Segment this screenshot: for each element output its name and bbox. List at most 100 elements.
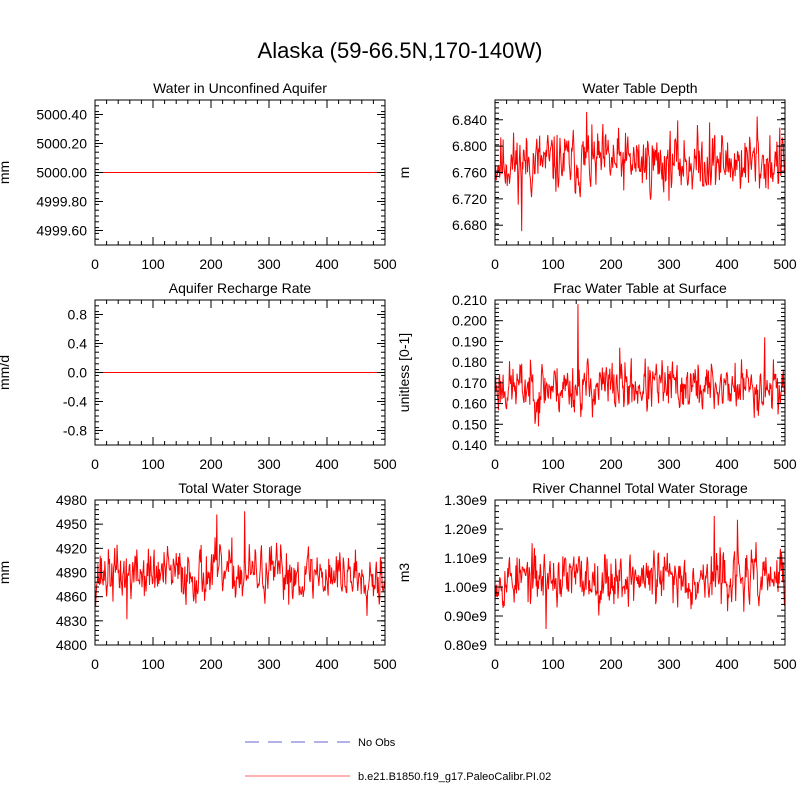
x-tick-label: 200 bbox=[599, 456, 623, 472]
series-line bbox=[495, 515, 785, 630]
y-tick-label: 0.150 bbox=[452, 416, 487, 432]
x-tick-label: 400 bbox=[715, 256, 739, 272]
y-tick-label: 0.140 bbox=[452, 437, 487, 453]
y-tick-label: 0.170 bbox=[452, 375, 487, 391]
x-tick-label: 200 bbox=[599, 256, 623, 272]
panel-title: Total Water Storage bbox=[178, 480, 301, 496]
y-tick-label: 0.200 bbox=[452, 313, 487, 329]
plot-frame bbox=[494, 299, 786, 446]
x-tick-label: 400 bbox=[715, 456, 739, 472]
x-tick-label: 200 bbox=[199, 456, 223, 472]
x-tick-label: 500 bbox=[373, 256, 397, 272]
x-tick-label: 200 bbox=[599, 656, 623, 672]
y-tick-label: 5000.00 bbox=[36, 165, 87, 181]
y-tick-label: 4980 bbox=[56, 492, 87, 508]
y-axis-label: m3 bbox=[396, 563, 412, 583]
y-tick-label: 1.20e9 bbox=[444, 521, 487, 537]
panel-title: Frac Water Table at Surface bbox=[553, 280, 727, 296]
plot-frame bbox=[494, 499, 786, 646]
series-line bbox=[95, 511, 385, 620]
x-tick-label: 200 bbox=[199, 256, 223, 272]
panel-title: River Channel Total Water Storage bbox=[532, 480, 748, 496]
y-tick-label: 4830 bbox=[56, 613, 87, 629]
y-tick-label: 4950 bbox=[56, 516, 87, 532]
x-tick-label: 500 bbox=[773, 456, 797, 472]
y-tick-label: 0.180 bbox=[452, 354, 487, 370]
x-tick-label: 500 bbox=[373, 456, 397, 472]
y-tick-label: 0.90e9 bbox=[444, 608, 487, 624]
y-tick-label: -0.8 bbox=[63, 423, 87, 439]
panel-title: Aquifer Recharge Rate bbox=[169, 280, 312, 296]
x-tick-label: 500 bbox=[773, 656, 797, 672]
x-tick-label: 0 bbox=[91, 656, 99, 672]
panel-5: Total Water Storage mm 0 100 200 300 400 500 480… bbox=[0, 480, 397, 672]
y-tick-label: 0.210 bbox=[452, 292, 487, 308]
panel-title: Water in Unconfined Aquifer bbox=[153, 80, 327, 96]
y-tick-label: 0.160 bbox=[452, 396, 487, 412]
y-axis-label: unitless [0-1] bbox=[396, 333, 412, 412]
y-tick-label: 4920 bbox=[56, 540, 87, 556]
x-tick-label: 100 bbox=[141, 256, 165, 272]
y-tick-label: 4999.60 bbox=[36, 223, 87, 239]
panel-2: Water Table Depth m 0 100 200 300 400 500 6.680 6… bbox=[396, 80, 797, 272]
y-tick-label: 6.840 bbox=[452, 112, 487, 128]
y-tick-label: 6.760 bbox=[452, 165, 487, 181]
figure-title: Alaska (59-66.5N,170-140W) bbox=[257, 38, 543, 63]
x-tick-label: 300 bbox=[657, 256, 681, 272]
x-tick-label: 0 bbox=[491, 456, 499, 472]
x-tick-label: 100 bbox=[541, 656, 565, 672]
x-tick-label: 300 bbox=[257, 456, 281, 472]
x-tick-label: 100 bbox=[541, 256, 565, 272]
panel-title: Water Table Depth bbox=[582, 80, 697, 96]
x-tick-label: 0 bbox=[491, 256, 499, 272]
y-tick-label: 0.80e9 bbox=[444, 637, 487, 653]
x-tick-label: 500 bbox=[773, 256, 797, 272]
y-axis-label: mm/d bbox=[0, 355, 12, 390]
y-tick-label: 6.680 bbox=[452, 217, 487, 233]
y-tick-label: 5000.20 bbox=[36, 136, 87, 152]
y-tick-label: 0.8 bbox=[68, 307, 88, 323]
x-tick-label: 300 bbox=[257, 656, 281, 672]
y-axis-label: m bbox=[396, 167, 412, 179]
x-tick-label: 300 bbox=[657, 456, 681, 472]
x-tick-label: 400 bbox=[315, 456, 339, 472]
y-tick-label: 1.00e9 bbox=[444, 579, 487, 595]
x-tick-label: 400 bbox=[315, 256, 339, 272]
panel-1: Water in Unconfined Aquifer mm 0 100 200 300 4… bbox=[0, 80, 397, 272]
y-tick-label: 4800 bbox=[56, 637, 87, 653]
y-tick-label: 1.30e9 bbox=[444, 492, 487, 508]
panel-6: River Channel Total Water Storage m3 0 100 2… bbox=[396, 480, 797, 672]
y-tick-label: -0.4 bbox=[63, 394, 87, 410]
series-line bbox=[495, 304, 785, 427]
y-tick-label: 4890 bbox=[56, 565, 87, 581]
x-tick-label: 400 bbox=[715, 656, 739, 672]
panel-3: Aquifer Recharge Rate mm/d 0 100 200 300 400 50… bbox=[0, 280, 397, 472]
x-tick-label: 0 bbox=[491, 656, 499, 672]
y-tick-label: 0.4 bbox=[68, 336, 88, 352]
y-tick-label: 0.0 bbox=[68, 365, 88, 381]
y-axis-label: mm bbox=[0, 161, 12, 184]
x-tick-label: 100 bbox=[141, 456, 165, 472]
x-tick-label: 0 bbox=[91, 256, 99, 272]
y-tick-label: 0.190 bbox=[452, 333, 487, 349]
x-tick-label: 300 bbox=[257, 256, 281, 272]
series-line bbox=[495, 111, 785, 232]
x-tick-label: 100 bbox=[541, 456, 565, 472]
x-tick-label: 100 bbox=[141, 656, 165, 672]
panel-4: Frac Water Table at Surface unitless [0-1… bbox=[396, 280, 797, 472]
legend: No Obs b.e21.B1850.f19_g17.PaleoCalibr.P… bbox=[245, 737, 551, 783]
legend-label-model: b.e21.B1850.f19_g17.PaleoCalibr.PI.02 bbox=[358, 771, 551, 783]
x-tick-label: 300 bbox=[657, 656, 681, 672]
y-tick-label: 6.800 bbox=[452, 138, 487, 154]
x-tick-label: 0 bbox=[91, 456, 99, 472]
panels-group: Water in Unconfined Aquifer mm 0 100 200 300 4… bbox=[0, 80, 797, 672]
x-tick-label: 400 bbox=[315, 656, 339, 672]
y-tick-label: 1.10e9 bbox=[444, 550, 487, 566]
y-tick-label: 4860 bbox=[56, 589, 87, 605]
y-axis-label: mm bbox=[0, 561, 12, 584]
y-tick-label: 4999.80 bbox=[36, 194, 87, 210]
y-tick-label: 6.720 bbox=[452, 191, 487, 207]
x-tick-label: 500 bbox=[373, 656, 397, 672]
legend-label-no-obs: No Obs bbox=[358, 737, 396, 749]
